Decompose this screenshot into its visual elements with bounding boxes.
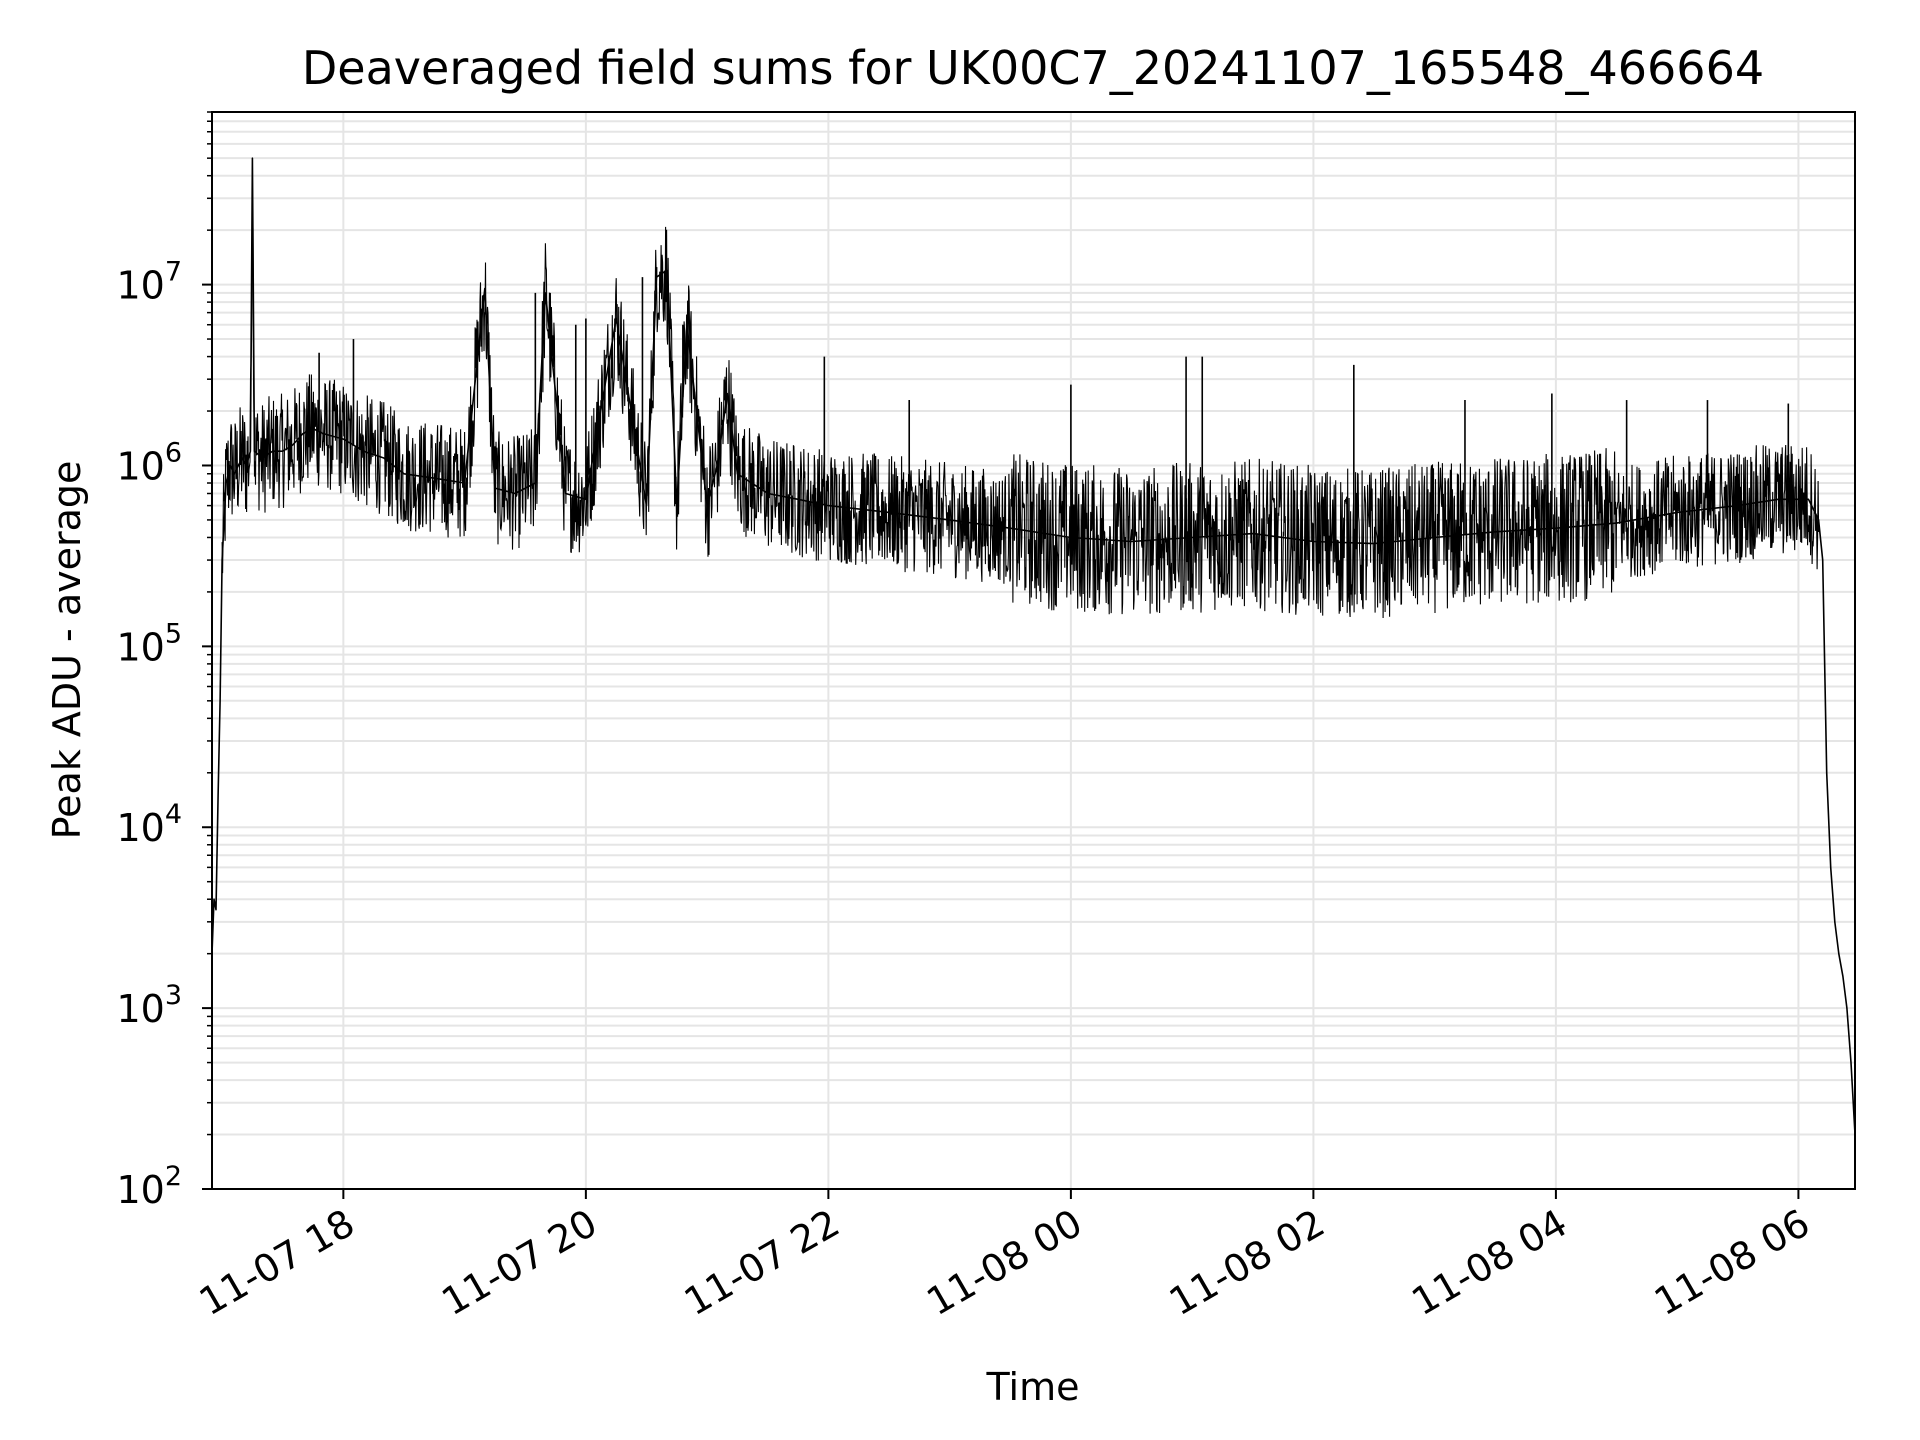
y-tick-label: 104 <box>116 799 182 850</box>
series-noise <box>221 218 1820 619</box>
y-tick-label: 106 <box>116 437 182 488</box>
y-tick-label: 107 <box>116 257 182 308</box>
chart-title: Deaveraged field sums for UK00C7_2024110… <box>302 41 1764 95</box>
plot-area <box>212 157 1855 1135</box>
y-axis-label: Peak ADU - average <box>45 461 89 840</box>
axes-frame <box>211 111 1856 1190</box>
y-axis: 102 103 104 105 106 107 <box>116 111 212 1212</box>
x-axis-label: Time <box>986 1365 1080 1409</box>
y-tick-label: 102 <box>116 1161 182 1212</box>
y-tick-label: 105 <box>116 618 182 669</box>
y-tick-label: 103 <box>116 980 182 1031</box>
grid <box>212 111 1855 1190</box>
